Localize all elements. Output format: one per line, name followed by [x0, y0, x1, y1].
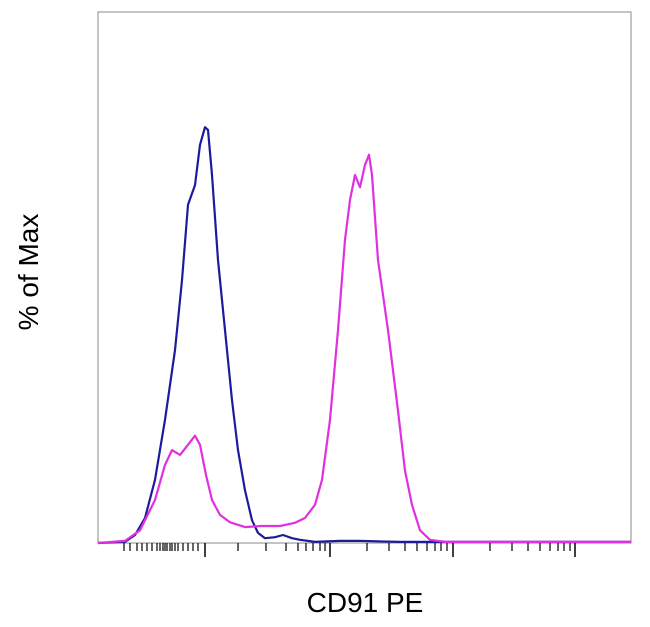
plot-frame	[97, 11, 632, 544]
y-axis-label: % of Max	[13, 214, 44, 331]
x-axis-label: CD91 PE	[307, 587, 424, 618]
series-line	[97, 126, 631, 545]
series-line	[97, 153, 631, 545]
